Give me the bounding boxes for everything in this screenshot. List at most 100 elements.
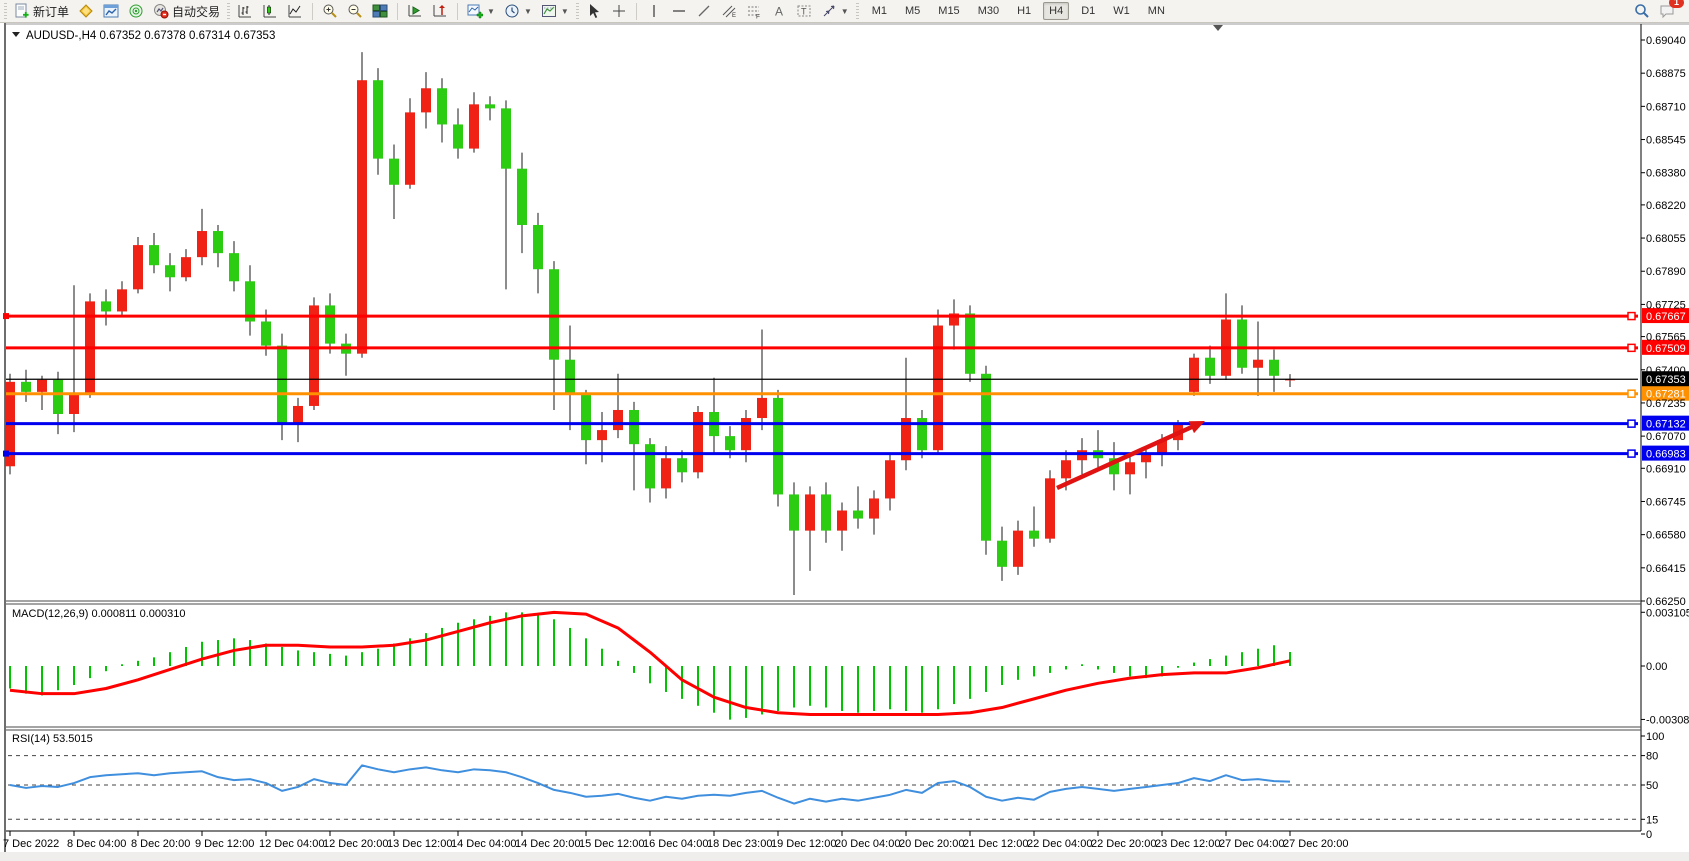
new-chart-button[interactable] <box>99 0 123 22</box>
candle-body <box>309 305 319 406</box>
tile-windows-button[interactable] <box>368 0 392 22</box>
candle-body <box>165 265 175 278</box>
chevron-down-icon: ▼ <box>487 6 495 16</box>
rsi-line <box>9 764 1291 805</box>
candle-body <box>21 381 31 392</box>
toolbar-separator <box>457 2 459 20</box>
candle-body <box>421 88 431 113</box>
candle-body <box>661 458 671 489</box>
notification-badge: 1 <box>1669 0 1684 8</box>
price-axis-label: 0.66580 <box>1646 530 1686 542</box>
macd-axis-label: 0.00 <box>1646 661 1667 673</box>
price-level-label-bg <box>1642 339 1689 355</box>
candle-body <box>1109 458 1119 475</box>
vertical-line-tool[interactable] <box>642 0 666 22</box>
channel-tool[interactable]: E <box>717 0 741 22</box>
timeframe-h1[interactable]: H1 <box>1017 5 1032 17</box>
time-axis-label: 15 Dec 12:00 <box>579 838 644 850</box>
autotrading-label: 自动交易 <box>172 4 221 19</box>
rsi-axis-label: 0 <box>1646 829 1652 841</box>
line-chart-button[interactable] <box>283 0 307 22</box>
search-button[interactable] <box>1630 0 1654 22</box>
new-order-button[interactable]: 新订单 <box>10 0 73 22</box>
candle-body <box>485 104 495 109</box>
timeframe-m5[interactable]: M5 <box>905 5 921 17</box>
candlestick-button[interactable] <box>258 0 282 22</box>
chart-shift-button[interactable] <box>428 0 452 22</box>
rsi-panel: 100 80 50 15 0 RSI(14) 53.5015 <box>8 731 1664 841</box>
axis-label: RSI(14) 53.5015 <box>12 733 93 745</box>
candle-body <box>261 321 271 346</box>
ray-end-anchor[interactable] <box>1627 343 1636 353</box>
chart-collapse-icon[interactable] <box>12 32 20 37</box>
toolbar-handle[interactable] <box>855 3 859 19</box>
time-axis-label: 14 Dec 04:00 <box>451 838 516 850</box>
text-label-tool[interactable]: T <box>792 0 816 22</box>
price-axis-label: 0.66910 <box>1646 463 1686 475</box>
price-level-label: 0.67667 <box>1646 311 1686 323</box>
candle-body <box>741 418 751 451</box>
metaeditor-button[interactable] <box>74 0 98 22</box>
notifications-button[interactable]: 1 <box>1655 0 1684 22</box>
candle-body <box>53 379 63 414</box>
candle-body <box>453 124 463 149</box>
time-axis-label: 22 Dec 20:00 <box>1091 838 1156 850</box>
line-chart-icon <box>288 5 302 18</box>
candle-body <box>469 104 479 149</box>
macd-signal-line <box>9 610 1291 716</box>
templates-button[interactable]: ▼ <box>537 0 573 22</box>
time-axis-label: 14 Dec 20:00 <box>515 838 580 850</box>
candle-body <box>869 498 879 519</box>
toolbar-handle[interactable] <box>227 3 231 19</box>
toolbar-handle[interactable] <box>4 3 7 19</box>
timeframe-m30[interactable]: M30 <box>977 5 1000 17</box>
rsi-axis-label: 50 <box>1646 780 1658 792</box>
timeframe-mn[interactable]: MN <box>1147 5 1165 17</box>
time-axis-label: 19 Dec 12:00 <box>771 838 836 850</box>
text-tool[interactable]: A <box>767 0 791 22</box>
trend-arrow-line[interactable] <box>1056 423 1197 491</box>
cursor-button[interactable] <box>582 0 606 22</box>
candle-body <box>933 325 943 451</box>
fibonacci-icon: F <box>747 6 760 19</box>
price-level-label-bg <box>1642 415 1689 431</box>
zoom-in-button[interactable] <box>318 0 342 22</box>
trendline-tool[interactable] <box>692 0 716 22</box>
timeframe-d1[interactable]: D1 <box>1081 5 1096 17</box>
chart-shift-marker[interactable] <box>1213 25 1223 31</box>
ray-end-anchor[interactable] <box>1627 311 1636 321</box>
ray-end-anchor[interactable] <box>1627 419 1636 428</box>
timeframe-m15[interactable]: M15 <box>938 5 960 17</box>
indicators-button[interactable]: ▼ <box>463 0 499 22</box>
candle-body <box>1141 454 1151 463</box>
toolbar-handle[interactable] <box>575 3 579 19</box>
bar-chart-button[interactable] <box>233 0 257 22</box>
ray-start-anchor[interactable] <box>3 450 9 457</box>
ray-start-anchor[interactable] <box>3 313 9 320</box>
timeframe-w1[interactable]: W1 <box>1113 5 1130 17</box>
candle-body <box>1061 460 1071 479</box>
market-radar-button[interactable] <box>124 0 148 22</box>
horizontal-line-tool[interactable] <box>667 0 691 22</box>
timeframe-h4[interactable]: H4 <box>1043 2 1070 20</box>
autotrading-button[interactable]: 自动交易 <box>149 0 224 22</box>
fibonacci-tool[interactable]: F <box>742 0 766 22</box>
arrows-tool[interactable]: ▼ <box>817 0 853 22</box>
periods-button[interactable]: ▼ <box>500 0 536 22</box>
candle-body <box>645 444 655 489</box>
crosshair-button[interactable] <box>607 0 631 22</box>
ray-end-anchor[interactable] <box>1627 389 1636 398</box>
cursor-arrow-icon <box>589 4 599 18</box>
candle-body <box>1029 530 1039 539</box>
zoom-out-icon <box>348 4 362 18</box>
window-bottom-strip <box>0 852 1689 861</box>
price-level-label: 0.67132 <box>1646 419 1686 431</box>
zoom-out-button[interactable] <box>343 0 367 22</box>
ray-end-anchor[interactable] <box>1627 449 1636 458</box>
auto-scroll-button[interactable] <box>403 0 427 22</box>
trend-arrow-head[interactable] <box>1188 421 1205 434</box>
timeframe-m1[interactable]: M1 <box>871 5 887 17</box>
new-chart-icon <box>103 4 119 18</box>
